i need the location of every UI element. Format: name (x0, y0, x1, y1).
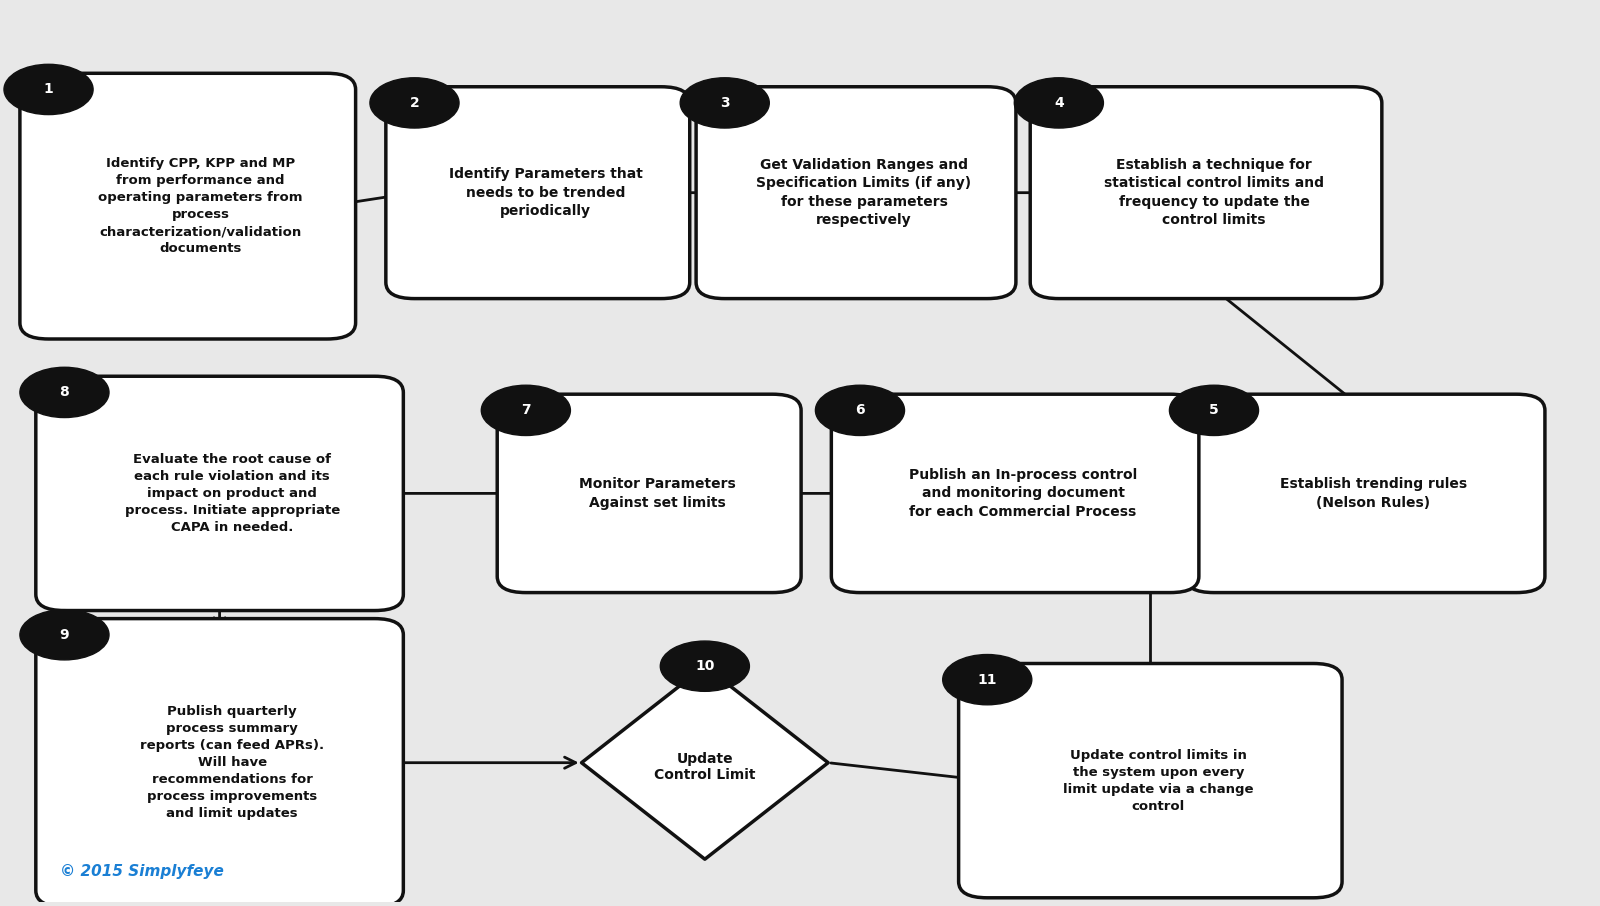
Circle shape (1014, 78, 1104, 128)
Text: Establish a technique for
statistical control limits and
frequency to update the: Establish a technique for statistical co… (1104, 158, 1323, 227)
Text: 9: 9 (59, 628, 69, 641)
Text: 6: 6 (854, 403, 864, 418)
Text: 8: 8 (59, 385, 69, 400)
Circle shape (680, 78, 770, 128)
Text: Evaluate the root cause of
each rule violation and its
impact on product and
pro: Evaluate the root cause of each rule vio… (125, 453, 339, 534)
FancyBboxPatch shape (35, 619, 403, 906)
FancyBboxPatch shape (958, 663, 1342, 898)
FancyBboxPatch shape (19, 73, 355, 339)
Text: 4: 4 (1054, 96, 1064, 110)
Circle shape (370, 78, 459, 128)
Circle shape (942, 654, 1032, 705)
Text: Monitor Parameters
Against set limits: Monitor Parameters Against set limits (579, 477, 736, 509)
Text: 11: 11 (978, 672, 997, 687)
Text: Update
Control Limit: Update Control Limit (654, 752, 755, 782)
Circle shape (482, 385, 571, 436)
Text: Identify CPP, KPP and MP
from performance and
operating parameters from
process
: Identify CPP, KPP and MP from performanc… (98, 157, 302, 255)
Polygon shape (581, 666, 829, 859)
Circle shape (19, 367, 109, 418)
Circle shape (1170, 385, 1259, 436)
Text: Publish quarterly
process summary
reports (can feed APRs).
Will have
recommendat: Publish quarterly process summary report… (141, 705, 325, 820)
Text: Establish trending rules
(Nelson Rules): Establish trending rules (Nelson Rules) (1280, 477, 1467, 509)
Text: 5: 5 (1210, 403, 1219, 418)
Text: 10: 10 (694, 660, 715, 673)
FancyBboxPatch shape (1030, 87, 1382, 299)
FancyBboxPatch shape (35, 376, 403, 611)
Text: 3: 3 (720, 96, 730, 110)
Circle shape (816, 385, 904, 436)
Text: Get Validation Ranges and
Specification Limits (if any)
for these parameters
res: Get Validation Ranges and Specification … (757, 158, 971, 227)
FancyBboxPatch shape (498, 394, 802, 593)
Text: Identify Parameters that
needs to be trended
periodically: Identify Parameters that needs to be tre… (450, 168, 643, 218)
FancyBboxPatch shape (1186, 394, 1546, 593)
Circle shape (661, 641, 749, 691)
Text: 7: 7 (522, 403, 531, 418)
Text: 1: 1 (43, 82, 53, 96)
FancyBboxPatch shape (386, 87, 690, 299)
Circle shape (19, 610, 109, 660)
Circle shape (3, 64, 93, 114)
FancyBboxPatch shape (832, 394, 1198, 593)
Text: Update control limits in
the system upon every
limit update via a change
control: Update control limits in the system upon… (1062, 748, 1253, 813)
FancyBboxPatch shape (696, 87, 1016, 299)
Text: Publish an In-process control
and monitoring document
for each Commercial Proces: Publish an In-process control and monito… (909, 468, 1138, 519)
Text: 2: 2 (410, 96, 419, 110)
Text: © 2015 Simplyfeye: © 2015 Simplyfeye (61, 864, 224, 880)
